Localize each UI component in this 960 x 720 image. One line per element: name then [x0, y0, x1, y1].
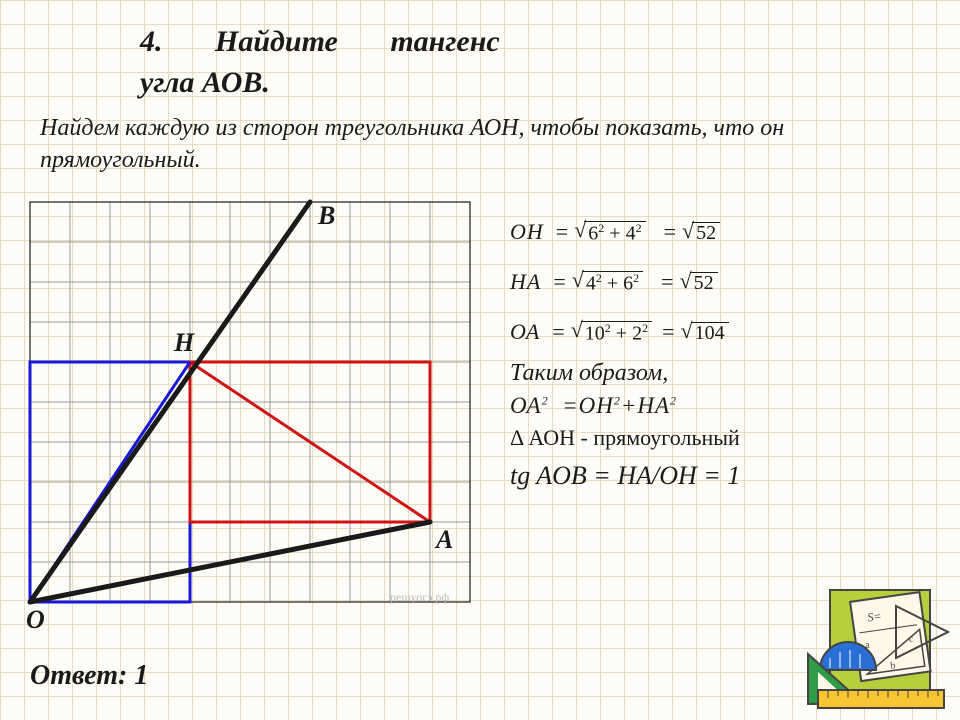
answer-label: Ответ: 1 — [30, 660, 148, 692]
svg-text:В: В — [317, 201, 335, 230]
thus-text: Таким образом, — [510, 360, 930, 387]
watermark-text: решуогэ.рф — [390, 590, 449, 605]
svg-text:А: А — [434, 525, 453, 554]
svg-text:S=: S= — [866, 609, 882, 625]
sqrt-res-arg: 52 — [692, 222, 720, 244]
eq-HA-lhs: НА — [510, 269, 541, 295]
eq-OH-lhs: ОН — [510, 219, 544, 245]
math-tools-icon: S= a c b — [800, 580, 950, 710]
sqrt-result: √ 52 — [682, 220, 720, 244]
point-H-label: Н — [174, 328, 194, 358]
triangle-right: Δ АОН - прямоугольный — [510, 425, 930, 451]
pyth-text: ОА2 =ОН2+НА2 — [510, 393, 677, 418]
grid-svg: В А О — [20, 192, 480, 632]
problem-title: 4. Найдите тангенс угла АОВ. — [140, 22, 860, 103]
title-line2: угла АОВ. — [140, 66, 270, 99]
eq-OH: ОН = √ 62 + 42 = √ 52 — [510, 210, 930, 254]
explanation-text: Найдем каждую из сторон треугольника АОН… — [40, 112, 840, 177]
sqrt-expr: √ 62 + 42 — [574, 219, 645, 245]
equals-sign: = — [664, 219, 676, 245]
eq-OA-lhs: ОА — [510, 319, 540, 345]
title-line1: 4. Найдите тангенс — [140, 25, 500, 58]
sqrt-arg: 62 + 42 — [584, 221, 645, 245]
equals-sign: = — [556, 219, 568, 245]
tg-result: tg AOB = НА/ОН = 1 — [510, 461, 930, 491]
geometry-grid: В А О Н — [20, 192, 480, 632]
eq-OA: ОА = √ 102 + 22 = √ 104 — [510, 310, 930, 354]
pythagoras-eq: ОА2 =ОН2+НА2 — [510, 393, 930, 419]
svg-text:О: О — [26, 605, 45, 632]
math-column: ОН = √ 62 + 42 = √ 52 НА = √ 42 + 62 = √… — [510, 210, 930, 497]
eq-HA: НА = √ 42 + 62 = √ 52 — [510, 260, 930, 304]
